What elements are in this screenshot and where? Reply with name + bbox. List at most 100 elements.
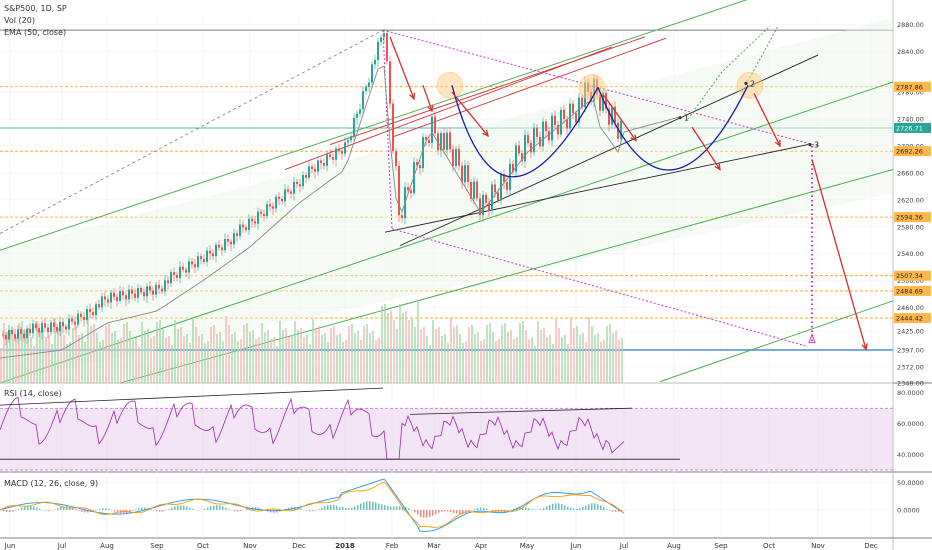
candle-body (176, 275, 178, 278)
candle-body (293, 181, 295, 194)
candle-body (242, 224, 244, 228)
volume-bar (585, 342, 587, 383)
symbol-legend[interactable]: S&P500, 1D, SP (4, 4, 67, 13)
volume-bar (60, 326, 62, 383)
macd-histogram-bar (468, 510, 470, 513)
macd-histogram-bar (369, 501, 371, 510)
volume-legend[interactable]: Vol (20) (4, 16, 35, 25)
macd-histogram-bar (234, 510, 236, 512)
candle-body (488, 202, 490, 211)
red-arrow-head (409, 92, 416, 101)
candle-body (125, 295, 127, 300)
volume-bar (30, 337, 32, 383)
macd-histogram-bar (549, 504, 551, 510)
volume-bar (504, 323, 506, 383)
candle-body (569, 103, 571, 129)
macd-histogram-bar (27, 505, 29, 510)
candle-body (71, 318, 73, 322)
macd-histogram-bar (366, 501, 368, 510)
annotation-label: 3 (814, 141, 819, 150)
macd-histogram-bar (477, 508, 479, 510)
volume-bar (153, 336, 155, 383)
red-arrow (811, 159, 867, 350)
volume-bar (444, 334, 446, 383)
level-badge (894, 270, 931, 281)
candle-body (290, 191, 292, 194)
volume-bar (597, 333, 599, 383)
candle-body (524, 135, 526, 162)
macd-histogram-bar (603, 507, 605, 510)
macd-histogram-bar (390, 506, 392, 510)
volume-bar (573, 328, 575, 383)
dotted-line (382, 30, 393, 229)
red-arrow-head (861, 343, 868, 351)
macd-histogram-bar (174, 506, 176, 510)
candle-body (467, 165, 469, 182)
candle-body (611, 106, 613, 125)
macd-histogram-bar (387, 506, 389, 510)
volume-bar (300, 328, 302, 383)
volume-bar (120, 338, 122, 383)
macd-histogram-bar (528, 508, 530, 510)
volume-bar (213, 325, 215, 383)
candle-body (248, 218, 250, 231)
candle-body (458, 148, 460, 166)
macd-histogram-bar (324, 506, 326, 510)
cup-projection (597, 85, 749, 171)
rsi-tick-label: 40.0000 (897, 451, 924, 459)
volume-bar (294, 321, 296, 383)
candle-body (92, 312, 94, 316)
candle-body (8, 329, 10, 340)
ema-legend[interactable]: EMA (50, close) (4, 28, 67, 37)
candle-body (431, 116, 433, 144)
candle-body (566, 119, 568, 129)
candle-body (602, 92, 604, 111)
macd-histogram-bar (93, 510, 95, 511)
macd-histogram-bar (396, 506, 398, 510)
volume-bar (588, 317, 590, 383)
candle-body (89, 309, 91, 313)
candle-body (146, 286, 148, 297)
macd-histogram-bar (327, 505, 329, 510)
macd-histogram-bar (462, 510, 464, 515)
volume-bar (357, 331, 359, 383)
candle-body (515, 145, 517, 172)
candle-body (95, 304, 97, 316)
macd-title[interactable]: MACD (12, 26, close, 9) (4, 479, 99, 488)
macd-histogram-bar (348, 508, 350, 510)
volume-bar (429, 345, 431, 383)
macd-histogram-bar (441, 510, 443, 512)
volume-bar (186, 334, 188, 383)
candle-body (608, 108, 610, 125)
price-tick-label: 2425.00 (897, 328, 924, 336)
volume-bar (243, 325, 245, 383)
time-tick-label: Mar (427, 542, 440, 550)
volume-bar (480, 341, 482, 383)
candle-body (23, 333, 25, 339)
volume-bar (279, 321, 281, 383)
candle-body (47, 327, 49, 333)
time-tick-label: Sep (150, 542, 164, 550)
rsi-title[interactable]: RSI (14, close) (4, 389, 62, 398)
macd-histogram-bar (177, 505, 179, 510)
volume-bar (582, 333, 584, 383)
macd-histogram-bar (105, 508, 107, 510)
candle-body (533, 127, 535, 153)
candle-body (17, 329, 19, 339)
candle-body (353, 117, 355, 137)
candle-body (203, 259, 205, 262)
volume-bar (105, 326, 107, 383)
volume-bar (261, 323, 263, 383)
volume-bar (66, 344, 68, 383)
macd-histogram-bar (447, 510, 449, 512)
level-badge-label: 2484.69 (896, 287, 923, 295)
macd-histogram-bar (192, 508, 194, 510)
volume-bar (126, 322, 128, 383)
candle-body (332, 157, 334, 160)
volume-bar (96, 333, 98, 383)
volume-bar (81, 333, 83, 383)
macd-histogram-bar (159, 510, 161, 512)
macd-histogram-bar (444, 510, 446, 512)
macd-histogram-bar (171, 507, 173, 510)
